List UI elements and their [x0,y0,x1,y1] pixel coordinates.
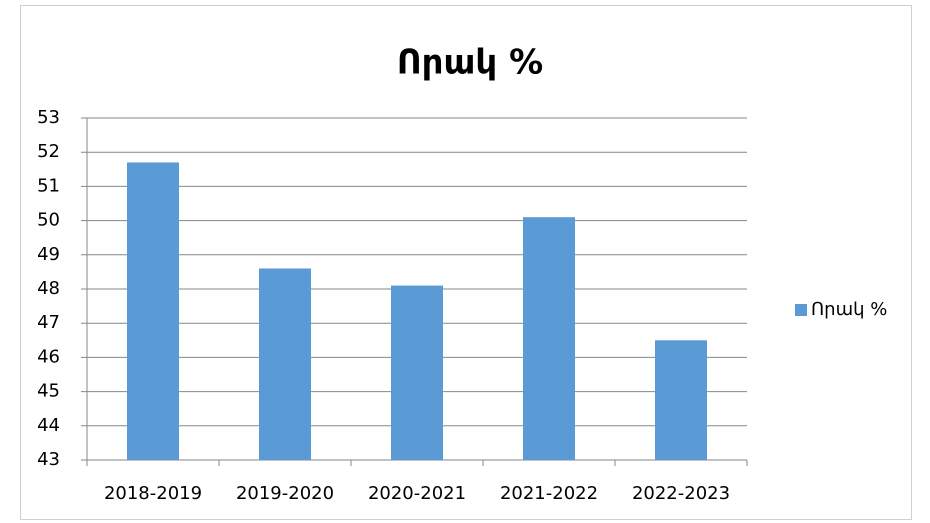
bar [259,268,311,460]
y-tick-label: 44 [37,415,60,436]
x-tick-label: 2019-2020 [236,483,334,504]
y-tick-label: 48 [37,278,60,299]
y-tick-label: 52 [37,141,60,162]
x-tick-label: 2020-2021 [368,483,466,504]
legend-swatch [795,304,807,316]
bar [127,162,179,460]
legend-label: Որակ % [811,299,887,320]
y-tick-label: 50 [37,210,60,231]
x-tick-label: 2022-2023 [632,483,730,504]
y-tick-label: 43 [37,449,60,470]
bar [391,285,443,460]
bar [523,217,575,460]
y-tick-label: 51 [37,175,60,196]
y-tick-label: 45 [37,381,60,402]
y-tick-label: 53 [37,107,60,128]
bar [655,340,707,460]
y-tick-label: 46 [37,346,60,367]
x-tick-label: 2018-2019 [104,483,202,504]
chart-title: Որակ % [397,43,543,83]
x-tick-label: 2021-2022 [500,483,598,504]
y-tick-label: 47 [37,312,60,333]
y-tick-label: 49 [37,244,60,265]
